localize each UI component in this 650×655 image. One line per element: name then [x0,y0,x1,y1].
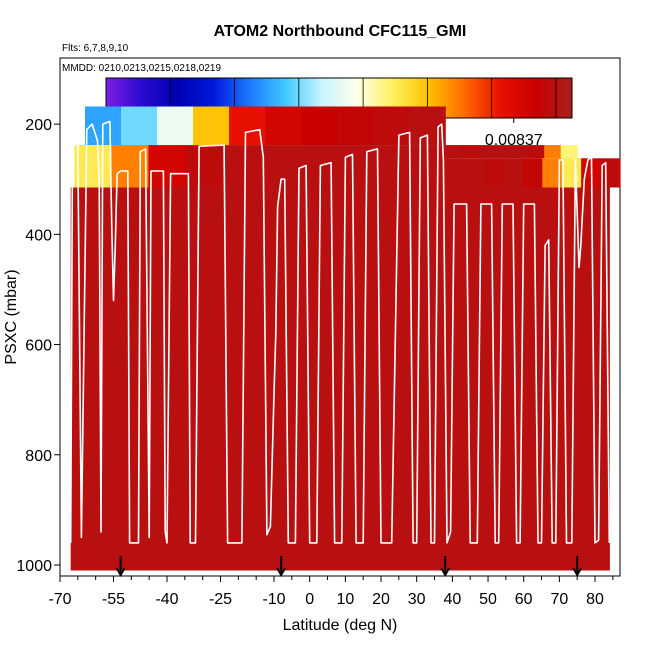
y-tick-label: 400 [25,227,52,244]
curtain-cell [229,106,266,146]
curtain-cell [178,187,233,571]
curtain-cell [445,158,466,188]
curtain-cell [74,145,112,188]
chart-title: ATOM2 Northbound CFC115_GMI [214,23,467,40]
arrow-marker-head [115,567,126,578]
dates-note: MMDD: 0210,0213,0215,0218,0219 [62,63,221,74]
curtain-cell [544,145,562,159]
y-axis: 200 400 600 800 1000 [16,117,60,575]
x-tick-label: 60 [515,591,533,608]
curtain-cell [522,158,543,188]
curtain-cell [373,106,410,146]
curtain-cell [232,187,287,571]
x-tick-label: 30 [408,591,426,608]
y-axis-title: PSXC (mbar) [3,269,20,364]
x-tick-label: -70 [48,591,71,608]
curtain-cell [511,145,529,159]
curtain-cell [185,145,224,188]
x-axis: -70 -55 -40 -25 -10 0 10 20 30 40 50 60 70 80 [48,576,614,608]
curtain-cell [340,187,395,571]
curtain-cell [464,158,485,188]
plot-area [59,57,621,577]
curtain-cell [120,106,158,146]
curtain-cell [494,145,512,159]
x-tick-label: -55 [102,591,125,608]
x-tick-label: -25 [209,591,232,608]
curtain-cell [461,145,479,159]
x-tick-label: 40 [443,591,461,608]
curtain-cell [501,187,557,571]
curtain-cell [393,187,449,571]
arrow-marker-head [440,567,451,578]
curtain-cell [301,106,338,146]
arrow-marker-head [276,567,287,578]
arrow-markers [115,556,583,578]
y-tick-label: 600 [25,338,52,355]
curtain-cell [148,145,187,188]
curtain-cell [337,106,374,146]
x-tick-label: -40 [155,591,178,608]
curtain-cell [484,158,505,188]
curtain-cell [371,145,409,188]
x-axis-title: Latitude (deg N) [283,617,398,634]
curtain-cell [542,158,563,188]
y-tick-label: 200 [25,117,52,134]
curtain-cell [259,145,298,188]
x-tick-label: 50 [479,591,497,608]
y-tick-label: 800 [25,448,52,465]
curtain-cell [124,187,180,571]
x-tick-label: 0 [305,591,314,608]
curtain-cell [445,145,463,159]
flight-track-line [69,120,611,544]
y-tick-label: 1000 [16,558,52,575]
x-tick-label: 80 [586,591,604,608]
flight-track [69,120,611,544]
x-tick-label: -10 [262,591,285,608]
curtain-cell [527,145,545,159]
x-tick-label: 20 [372,591,390,608]
curtain-cell [560,145,578,159]
curtain-cell [193,106,230,146]
curtain-cell [561,158,582,188]
flights-note: Flts: 6,7,8,9,10 [62,43,129,54]
curtain-cell [478,145,496,159]
arrow-marker-head [572,567,583,578]
x-tick-label: 10 [336,591,354,608]
plot-frame [59,57,621,577]
curtain-cell [157,106,194,146]
colorbar-tick-label: 0.00837 [485,132,543,149]
x-tick-label: 70 [550,591,568,608]
curtain-cell [503,158,524,188]
curtain-cell [222,145,261,188]
curtain-cell [265,106,302,146]
curtain-cell [600,158,621,188]
